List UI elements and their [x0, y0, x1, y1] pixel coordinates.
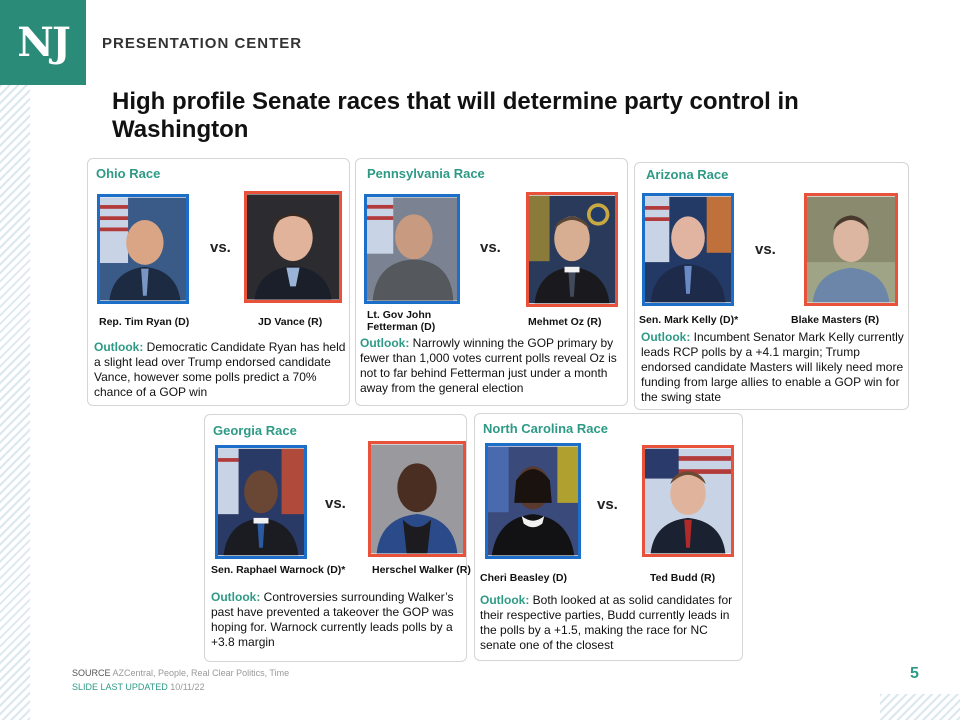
dem-candidate-photo: [97, 194, 189, 304]
outlook-text: Democratic Candidate Ryan has held a sli…: [94, 340, 346, 399]
vs-label: vs.: [597, 496, 618, 513]
georgia-race-card: Georgia Race vs. Sen. Raphael Warnock (D…: [204, 414, 471, 662]
rep-candidate-photo: [526, 192, 618, 307]
dem-candidate-name: Rep. Tim Ryan (D): [99, 316, 190, 328]
dem-candidate-photo: [642, 193, 734, 306]
outlook-label: Outlook:: [480, 593, 530, 607]
dem-candidate-photo: [364, 194, 460, 304]
source-label: SOURCE: [72, 668, 111, 678]
slide-title: High profile Senate races that will dete…: [112, 88, 799, 143]
dem-candidate-photo: [215, 445, 307, 559]
north-carolina-race-card: North Carolina Race vs. Cheri Beasley (D…: [474, 413, 743, 661]
dem-candidate-name: Sen. Raphael Warnock (D)*: [211, 564, 346, 576]
page-number: 5: [910, 665, 919, 682]
outlook-text: Narrowly winning the GOP primary by fewe…: [360, 336, 617, 395]
race-name: North Carolina Race: [483, 421, 608, 436]
outlook-text: Both looked at as solid candidates for t…: [480, 593, 733, 652]
nj-logo: NJ: [0, 0, 86, 85]
rep-candidate-name: Blake Masters (R): [791, 314, 880, 326]
source-text: AZCentral, People, Real Clear Politics, …: [110, 668, 290, 678]
race-outlook: Outlook: Narrowly winning the GOP primar…: [360, 336, 628, 396]
rep-candidate-name: Mehmet Oz (R): [528, 316, 602, 328]
updated-label: SLIDE LAST UPDATED: [72, 682, 168, 692]
arizona-race-card: Arizona Race vs. Sen. Mark Kelly (D)* Bl…: [634, 162, 909, 410]
rep-candidate-photo: [642, 445, 734, 557]
dem-candidate-photo: [485, 443, 581, 559]
race-outlook: Outlook: Democratic Candidate Ryan has h…: [94, 340, 347, 400]
last-updated-note: SLIDE LAST UPDATED 10/11/22: [72, 682, 205, 692]
outlook-label: Outlook:: [360, 336, 410, 350]
outlook-label: Outlook:: [211, 590, 261, 604]
rep-candidate-name: Ted Budd (R): [650, 572, 716, 584]
vs-label: vs.: [480, 239, 501, 256]
decorative-hatch-left: [0, 85, 30, 720]
updated-date: 10/11/22: [167, 682, 205, 692]
vs-label: vs.: [755, 241, 776, 258]
dem-candidate-name: Lt. Gov John Fetterman (D): [367, 309, 436, 333]
race-name: Pennsylvania Race: [367, 166, 485, 181]
pennsylvania-race-card: Pennsylvania Race vs. Lt. Gov John Fette…: [355, 158, 628, 406]
race-name: Arizona Race: [646, 167, 729, 182]
race-outlook: Outlook: Controversies surrounding Walke…: [211, 590, 463, 650]
decorative-hatch-bottom-right: [880, 694, 960, 720]
rep-candidate-photo: [244, 191, 342, 303]
rep-candidate-photo: [368, 441, 466, 557]
race-outlook: Outlook: Incumbent Senator Mark Kelly cu…: [641, 330, 909, 405]
source-note: SOURCE AZCentral, People, Real Clear Pol…: [72, 668, 289, 678]
dem-candidate-name: Cheri Beasley (D): [480, 572, 567, 584]
rep-candidate-name: Herschel Walker (R): [372, 564, 471, 576]
outlook-text: Controversies surrounding Walker’s past …: [211, 590, 454, 649]
race-outlook: Outlook: Both looked at as solid candida…: [480, 593, 742, 653]
race-name: Ohio Race: [96, 166, 161, 181]
rep-candidate-name: JD Vance (R): [258, 316, 323, 328]
outlook-label: Outlook:: [641, 330, 691, 344]
rep-candidate-photo: [804, 193, 898, 306]
race-name: Georgia Race: [213, 423, 297, 438]
outlook-label: Outlook:: [94, 340, 144, 354]
presentation-center-label: PRESENTATION CENTER: [102, 35, 303, 52]
vs-label: vs.: [325, 495, 346, 512]
outlook-text: Incumbent Senator Mark Kelly currently l…: [641, 330, 904, 404]
dem-candidate-name: Sen. Mark Kelly (D)*: [639, 314, 739, 326]
vs-label: vs.: [210, 239, 231, 256]
ohio-race-card: Ohio Race vs. Rep. Tim Ryan (D) JD Vance…: [87, 158, 350, 406]
